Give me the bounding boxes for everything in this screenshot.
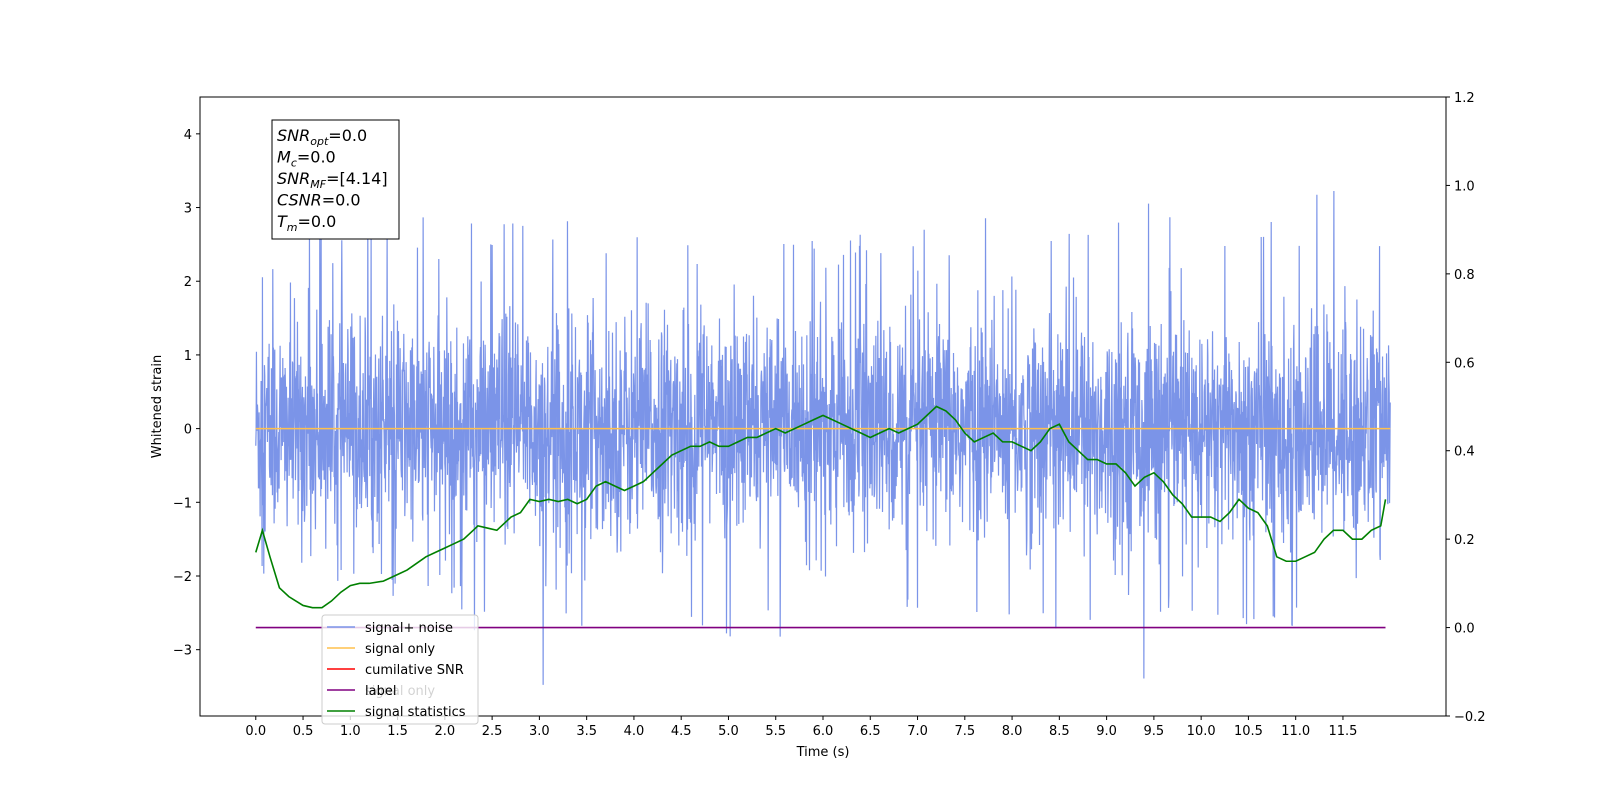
x-tick-label: 7.0 [907, 724, 928, 739]
y-tick-label: −3 [173, 644, 192, 659]
y-tick-label: 1 [184, 349, 192, 364]
y-tick-label: 3 [184, 202, 192, 217]
y2-tick-label: 0.2 [1454, 533, 1475, 548]
x-tick-label: 10.0 [1187, 724, 1216, 739]
y2-tick-label: 1.0 [1454, 179, 1475, 194]
x-tick-label: 0.0 [245, 724, 266, 739]
series-line-signal-noise [255, 190, 1391, 685]
legend-frame [321, 614, 479, 725]
y2-tick-label: 0.6 [1454, 356, 1475, 371]
y2-tick-label: 0.0 [1454, 622, 1475, 637]
x-tick-label: 1.0 [340, 724, 361, 739]
x-tick-label: 7.5 [954, 724, 975, 739]
x-tick-label: 5.0 [718, 724, 739, 739]
y2-tick-label: 0.8 [1454, 268, 1475, 283]
x-tick-label: 11.0 [1281, 724, 1310, 739]
x-tick-label: 11.5 [1328, 724, 1357, 739]
x-tick-label: 5.5 [765, 724, 786, 739]
legend-entry-text: signal+ noise [365, 621, 453, 636]
axes: 0.0 0.5 1.0 1.5 2.0 2.5 3.0 3.5 4.0 4.5 5.0 5.5 6.0 6… [150, 91, 1486, 760]
x-tick-label: 0.5 [293, 724, 314, 739]
x-tick-label: 8.5 [1049, 724, 1070, 739]
stats-box-frame [271, 119, 400, 240]
x-tick-label: 9.0 [1096, 724, 1117, 739]
stats-line: SNRopt=0.0 [277, 126, 367, 148]
y-tick-label: 0 [184, 423, 192, 438]
stats-line: CSNR=0.0 [277, 191, 361, 210]
legend: signal+ noise signal only cumilative SNR la… [321, 614, 479, 725]
y-axis-label: Whitened strain [150, 355, 165, 458]
x-tick-label: 4.5 [671, 724, 692, 739]
x-axis-label: Time (s) [796, 745, 850, 760]
legend-entry-text: cumilative SNR [365, 663, 464, 678]
legend-entry-text: label [365, 684, 396, 699]
y-tick-label: 2 [184, 275, 192, 290]
y-tick-label: −2 [173, 570, 192, 585]
x-tick-label: 2.5 [482, 724, 503, 739]
legend-entry-text: signal statistics [365, 705, 466, 720]
legend-entry-text: signal only [365, 642, 435, 657]
y2-tick-label: 1.2 [1454, 91, 1475, 106]
legend-ghost-text: signal only [365, 684, 435, 699]
x-tick-label: 9.5 [1144, 724, 1165, 739]
series-line-signal-statistics [255, 405, 1387, 609]
stats-line: Mc=0.0 [277, 148, 336, 170]
x-tick-label: 3.0 [529, 724, 550, 739]
y-tick-label: −1 [173, 496, 192, 511]
y-tick-label: 4 [184, 128, 192, 143]
x-tick-label: 1.5 [387, 724, 408, 739]
y2-tick-label: −0.2 [1454, 710, 1486, 725]
x-tick-label: 2.0 [435, 724, 456, 739]
x-tick-label: 3.5 [576, 724, 597, 739]
x-tick-label: 10.5 [1234, 724, 1263, 739]
x-tick-label: 6.0 [813, 724, 834, 739]
stats-line: SNRMF=[4.14] [277, 169, 388, 191]
x-tick-label: 8.0 [1002, 724, 1023, 739]
x-tick-label: 6.5 [860, 724, 881, 739]
y2-tick-label: 0.4 [1454, 445, 1475, 460]
stats-line: Tm=0.0 [277, 212, 336, 234]
x-tick-label: 4.0 [624, 724, 645, 739]
